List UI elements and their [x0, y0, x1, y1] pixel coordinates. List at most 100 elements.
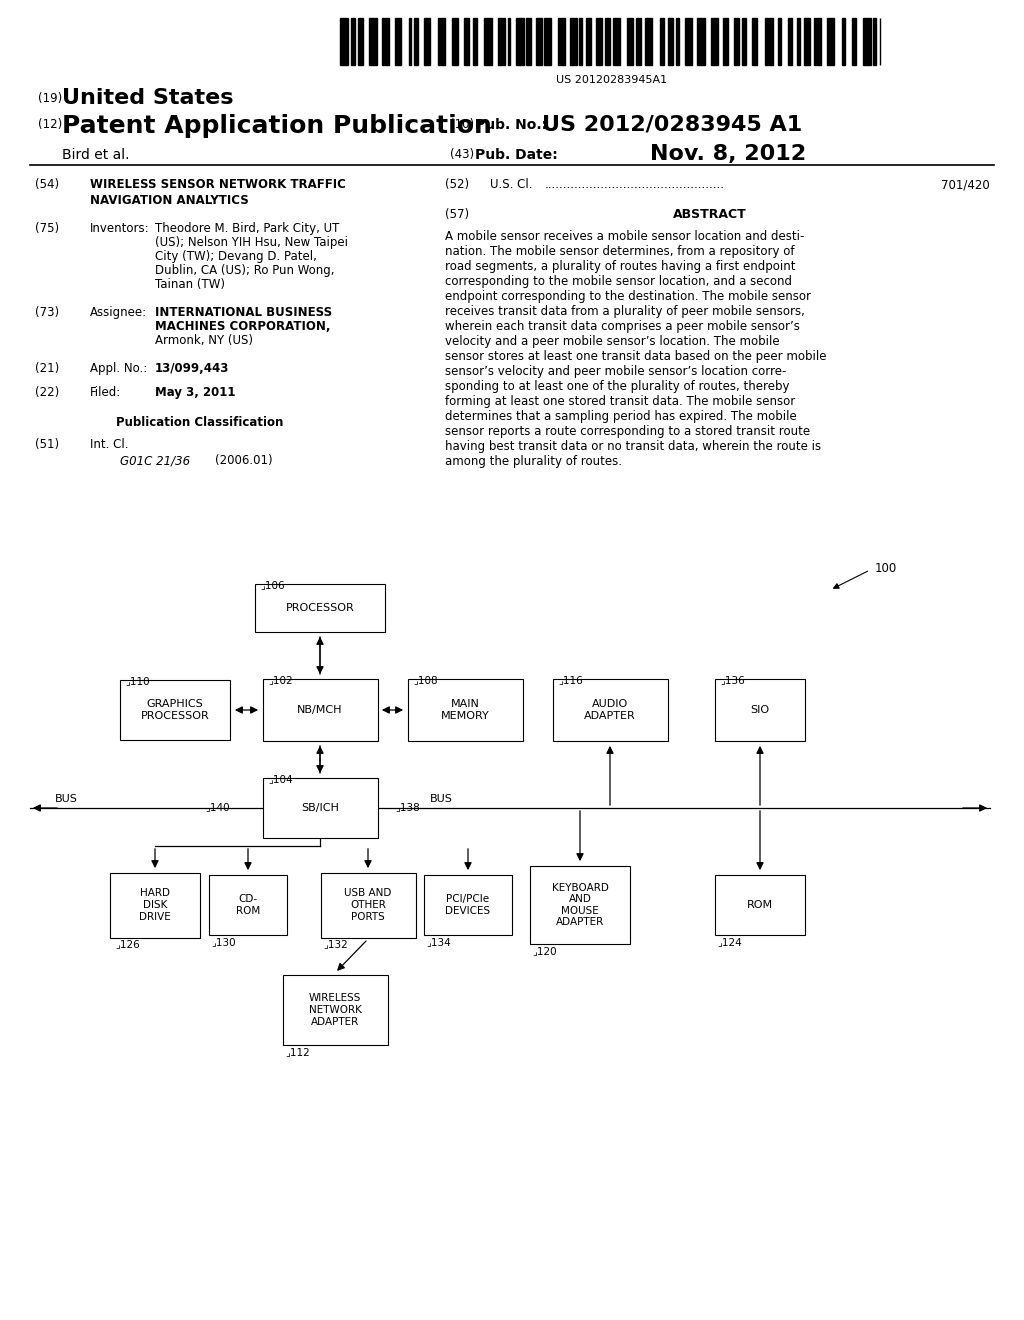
Text: SIO: SIO	[751, 705, 770, 715]
Bar	[827, 18, 835, 65]
Bar	[395, 18, 401, 65]
Bar	[742, 18, 745, 65]
Bar	[723, 18, 727, 65]
Text: receives transit data from a plurality of peer mobile sensors,: receives transit data from a plurality o…	[445, 305, 805, 318]
Text: WIRELESS
NETWORK
ADAPTER: WIRELESS NETWORK ADAPTER	[308, 994, 361, 1027]
Text: U.S. Cl.: U.S. Cl.	[490, 178, 532, 191]
Text: BUS: BUS	[55, 795, 78, 804]
Text: AUDIO
ADAPTER: AUDIO ADAPTER	[584, 700, 636, 721]
Bar	[659, 18, 664, 65]
Text: ABSTRACT: ABSTRACT	[673, 209, 746, 220]
Text: PCI/PCIe
DEVICES: PCI/PCIe DEVICES	[445, 894, 490, 916]
Text: (12): (12)	[38, 117, 62, 131]
FancyBboxPatch shape	[255, 583, 385, 632]
Text: NB/MCH: NB/MCH	[297, 705, 343, 715]
Bar	[537, 18, 542, 65]
Text: (US); Nelson YIH Hsu, New Taipei: (US); Nelson YIH Hsu, New Taipei	[155, 236, 348, 249]
Bar	[676, 18, 679, 65]
Text: road segments, a plurality of routes having a first endpoint: road segments, a plurality of routes hav…	[445, 260, 796, 273]
Text: BUS: BUS	[430, 795, 453, 804]
Text: Filed:: Filed:	[90, 385, 121, 399]
Text: ⌟138: ⌟138	[395, 803, 420, 812]
Bar	[852, 18, 856, 65]
Text: City (TW); Devang D. Patel,: City (TW); Devang D. Patel,	[155, 249, 316, 263]
Bar	[787, 18, 792, 65]
Text: ⌟116: ⌟116	[558, 675, 583, 685]
Text: Int. Cl.: Int. Cl.	[90, 438, 128, 451]
Text: Appl. No.:: Appl. No.:	[90, 362, 147, 375]
Text: MACHINES CORPORATION,: MACHINES CORPORATION,	[155, 319, 331, 333]
Text: INTERNATIONAL BUSINESS: INTERNATIONAL BUSINESS	[155, 306, 332, 319]
Text: (43): (43)	[450, 148, 474, 161]
Bar	[508, 18, 510, 65]
Bar	[804, 18, 810, 65]
FancyBboxPatch shape	[553, 678, 668, 741]
FancyBboxPatch shape	[283, 975, 387, 1045]
Text: Pub. Date:: Pub. Date:	[475, 148, 558, 162]
Bar	[369, 18, 377, 65]
FancyBboxPatch shape	[120, 680, 230, 741]
Text: Patent Application Publication: Patent Application Publication	[62, 114, 492, 139]
FancyBboxPatch shape	[715, 678, 805, 741]
Text: KEYBOARD
AND
MOUSE
ADAPTER: KEYBOARD AND MOUSE ADAPTER	[552, 883, 608, 928]
Text: ⌟140: ⌟140	[205, 803, 229, 812]
Bar	[340, 18, 347, 65]
Bar	[586, 18, 591, 65]
Text: (75): (75)	[35, 222, 59, 235]
Text: 13/099,443: 13/099,443	[155, 362, 229, 375]
Text: sensor’s velocity and peer mobile sensor’s location corre-: sensor’s velocity and peer mobile sensor…	[445, 366, 786, 378]
Text: Inventors:: Inventors:	[90, 222, 150, 235]
Bar	[605, 18, 610, 65]
Text: WIRELESS SENSOR NETWORK TRAFFIC: WIRELESS SENSOR NETWORK TRAFFIC	[90, 178, 346, 191]
FancyBboxPatch shape	[321, 873, 416, 937]
Text: ⌟102: ⌟102	[268, 675, 293, 685]
Text: ⌟104: ⌟104	[268, 774, 293, 784]
Text: 100: 100	[874, 562, 897, 576]
Bar	[636, 18, 641, 65]
Text: Theodore M. Bird, Park City, UT: Theodore M. Bird, Park City, UT	[155, 222, 339, 235]
Bar	[357, 18, 364, 65]
Text: MAIN
MEMORY: MAIN MEMORY	[440, 700, 489, 721]
Bar	[863, 18, 870, 65]
Text: (52): (52)	[445, 178, 469, 191]
Bar	[734, 18, 739, 65]
Text: (73): (73)	[35, 306, 59, 319]
Bar	[613, 18, 620, 65]
Bar	[558, 18, 564, 65]
Text: ⌟120: ⌟120	[532, 946, 557, 956]
Bar	[383, 18, 389, 65]
Text: ROM: ROM	[746, 900, 773, 909]
Text: NAVIGATION ANALYTICS: NAVIGATION ANALYTICS	[90, 194, 249, 207]
Text: ⌟106: ⌟106	[260, 579, 285, 590]
Text: having best transit data or no transit data, wherein the route is: having best transit data or no transit d…	[445, 440, 821, 453]
Text: ⌟110: ⌟110	[125, 676, 150, 686]
FancyBboxPatch shape	[408, 678, 522, 741]
Text: USB AND
OTHER
PORTS: USB AND OTHER PORTS	[344, 888, 392, 921]
Bar	[814, 18, 820, 65]
Text: sensor reports a route corresponding to a stored transit route: sensor reports a route corresponding to …	[445, 425, 810, 438]
Bar	[872, 18, 877, 65]
Text: ⌟112: ⌟112	[285, 1047, 309, 1057]
Text: CD-
ROM: CD- ROM	[236, 894, 260, 916]
Bar	[452, 18, 458, 65]
Bar	[596, 18, 602, 65]
Text: GRAPHICS
PROCESSOR: GRAPHICS PROCESSOR	[140, 700, 209, 721]
Bar	[711, 18, 719, 65]
Text: ⌟108: ⌟108	[413, 675, 437, 685]
Bar	[437, 18, 445, 65]
Bar	[685, 18, 692, 65]
FancyBboxPatch shape	[262, 678, 378, 741]
Bar	[351, 18, 354, 65]
Text: Armonk, NY (US): Armonk, NY (US)	[155, 334, 253, 347]
Text: ⌟136: ⌟136	[720, 675, 744, 685]
Text: (10): (10)	[450, 117, 474, 131]
Bar	[668, 18, 673, 65]
Text: ⌟134: ⌟134	[426, 937, 451, 946]
Text: wherein each transit data comprises a peer mobile sensor’s: wherein each transit data comprises a pe…	[445, 319, 800, 333]
Text: ⌟126: ⌟126	[115, 939, 139, 949]
Bar	[580, 18, 583, 65]
Text: forming at least one stored transit data. The mobile sensor: forming at least one stored transit data…	[445, 395, 796, 408]
Text: Bird et al.: Bird et al.	[62, 148, 129, 162]
Text: (51): (51)	[35, 438, 59, 451]
Bar	[544, 18, 552, 65]
